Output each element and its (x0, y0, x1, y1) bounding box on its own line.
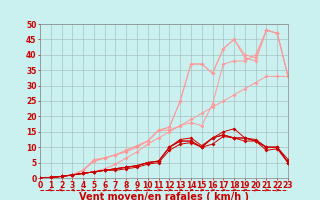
X-axis label: Vent moyen/en rafales ( km/h ): Vent moyen/en rafales ( km/h ) (79, 192, 249, 200)
